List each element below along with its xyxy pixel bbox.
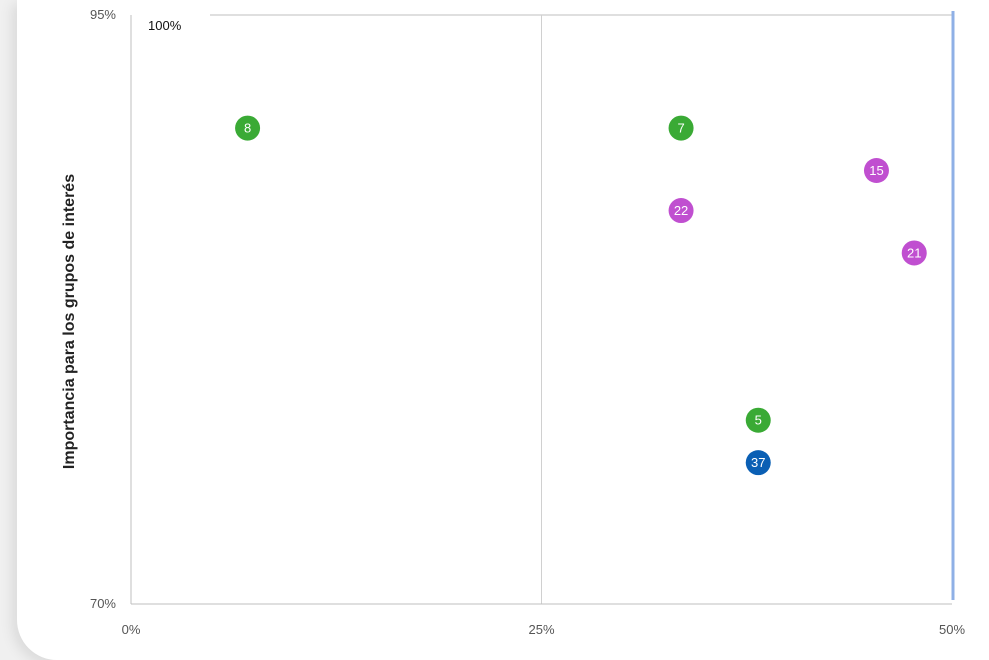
y-tick-label: 70% bbox=[90, 596, 116, 611]
data-point-marker bbox=[668, 115, 694, 141]
data-point: 5 bbox=[745, 407, 771, 433]
data-point-label: 7 bbox=[677, 121, 684, 136]
y-tick-label: 95% bbox=[90, 7, 116, 22]
data-point: 15 bbox=[863, 157, 889, 183]
tick-labels: 0% 25% 50% 70% 95% bbox=[90, 7, 965, 637]
data-point: 37 bbox=[745, 450, 771, 476]
y-axis-label: Importancia para los grupos de interés bbox=[61, 174, 78, 469]
data-point-label: 37 bbox=[751, 455, 765, 470]
chart-card bbox=[17, 0, 989, 660]
data-point: 22 bbox=[668, 198, 694, 224]
corner-label: 100% bbox=[148, 18, 182, 33]
data-point-label: 5 bbox=[755, 413, 762, 428]
data-point-marker bbox=[745, 450, 771, 476]
data-point: 7 bbox=[668, 115, 694, 141]
data-points: 8 7 15 22 21 5 37 bbox=[235, 115, 927, 476]
data-point-label: 8 bbox=[244, 121, 251, 136]
data-point-label: 15 bbox=[869, 163, 883, 178]
x-tick-label: 50% bbox=[939, 622, 965, 637]
data-point: 21 bbox=[901, 240, 927, 266]
data-point-marker bbox=[863, 157, 889, 183]
data-point-marker bbox=[235, 115, 261, 141]
data-point: 8 bbox=[235, 115, 261, 141]
x-tick-label: 0% bbox=[122, 622, 141, 637]
axis-layer bbox=[130, 11, 955, 605]
data-point-marker bbox=[901, 240, 927, 266]
x-tick-label: 25% bbox=[528, 622, 554, 637]
data-point-label: 22 bbox=[674, 203, 688, 218]
grid-layer bbox=[210, 14, 952, 604]
data-point-marker bbox=[668, 198, 694, 224]
data-point-marker bbox=[745, 407, 771, 433]
data-point-label: 21 bbox=[907, 245, 921, 260]
